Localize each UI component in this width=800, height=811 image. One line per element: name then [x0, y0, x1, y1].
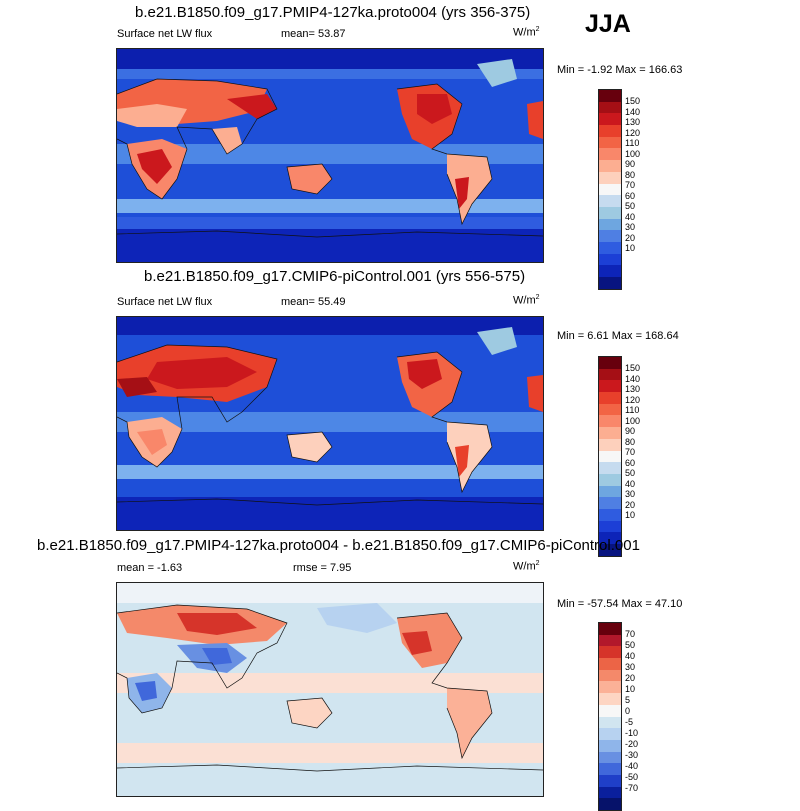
colorbar-tick: -20 [625, 739, 639, 749]
panel-2-map [116, 316, 544, 531]
panel-3-rmse-label: rmse = 7.95 [293, 562, 352, 574]
colorbar-tick: 60 [625, 190, 636, 201]
panel-1-mean-label: mean= 53.87 [281, 28, 346, 40]
colorbar-tick: 0 [625, 706, 631, 716]
colorbar-tick: -70 [625, 783, 639, 793]
colorbar-tick: 110 [625, 138, 640, 148]
panel-2-colorbar [598, 356, 622, 557]
colorbar-tick: 70 [625, 180, 636, 190]
colorbar-tick: 70 [625, 629, 636, 639]
colorbar-tick: 20 [625, 499, 636, 510]
panel-2-mean-label: mean= 55.49 [281, 296, 346, 308]
colorbar-tick: 20 [625, 232, 636, 243]
colorbar-tick: 50 [625, 468, 636, 478]
colorbar-tick: 150 [625, 363, 641, 373]
colorbar-tick: 80 [625, 169, 636, 180]
panel-2-variable-label: Surface net LW flux [117, 296, 213, 308]
colorbar-tick: 80 [625, 436, 636, 447]
colorbar-tick: 110 [625, 405, 640, 415]
panel-1-minmax: Min = -1.92 Max = 166.63 [557, 64, 683, 76]
colorbar-tick: 10 [625, 684, 636, 694]
colorbar-tick: 10 [625, 243, 636, 253]
colorbar-tick: 40 [625, 651, 636, 661]
colorbar-tick: 50 [625, 640, 636, 650]
colorbar-tick: 70 [625, 447, 636, 457]
colorbar-tick: 140 [625, 106, 641, 117]
colorbar-tick: 20 [625, 673, 636, 683]
panel-1-colorbar [598, 89, 622, 290]
colorbar-tick: 30 [625, 662, 636, 672]
colorbar-tick: 40 [625, 211, 636, 222]
colorbar-tick: 130 [625, 117, 641, 127]
colorbar-tick: 130 [625, 384, 641, 394]
colorbar-tick: -40 [625, 761, 639, 771]
panel-3-units: W/m2 [513, 560, 540, 573]
panel-3-minmax: Min = -57.54 Max = 47.10 [557, 598, 683, 610]
season-label: JJA [585, 10, 631, 38]
colorbar-tick: 90 [625, 159, 636, 169]
panel-1-map [116, 48, 544, 263]
panel-3-title: b.e21.B1850.f09_g17.PMIP4-127ka.proto004… [37, 537, 640, 554]
colorbar-tick: -50 [625, 772, 639, 782]
colorbar-tick: 90 [625, 426, 636, 436]
colorbar-tick: -5 [625, 717, 634, 727]
colorbar-tick: -30 [625, 750, 639, 760]
colorbar-tick: 30 [625, 222, 636, 232]
colorbar-tick: 40 [625, 478, 636, 489]
colorbar-tick: 140 [625, 373, 641, 384]
colorbar-tick: 30 [625, 489, 636, 499]
panel-3-colorbar [598, 622, 622, 811]
panel-2-minmax: Min = 6.61 Max = 168.64 [557, 330, 679, 342]
colorbar-tick: 10 [625, 510, 636, 520]
panel-2-title: b.e21.B1850.f09_g17.CMIP6-piControl.001 … [144, 268, 526, 285]
colorbar-tick: 50 [625, 201, 636, 211]
panel-3-mean-label: mean = -1.63 [117, 562, 183, 574]
panel-1-variable-label: Surface net LW flux [117, 28, 213, 40]
panel-2-units: W/m2 [513, 294, 540, 307]
colorbar-tick: 60 [625, 457, 636, 468]
panel-1-units: W/m2 [513, 26, 540, 39]
colorbar-tick: 120 [625, 394, 641, 405]
colorbar-tick: 100 [625, 148, 641, 159]
colorbar-tick: -10 [625, 728, 639, 738]
colorbar-tick: 120 [625, 127, 641, 138]
colorbar-tick: 150 [625, 96, 641, 106]
colorbar-tick: 100 [625, 415, 641, 426]
panel-3-map [116, 582, 544, 797]
colorbar-tick: 5 [625, 695, 631, 705]
panel-1-title: b.e21.B1850.f09_g17.PMIP4-127ka.proto004… [135, 4, 531, 21]
